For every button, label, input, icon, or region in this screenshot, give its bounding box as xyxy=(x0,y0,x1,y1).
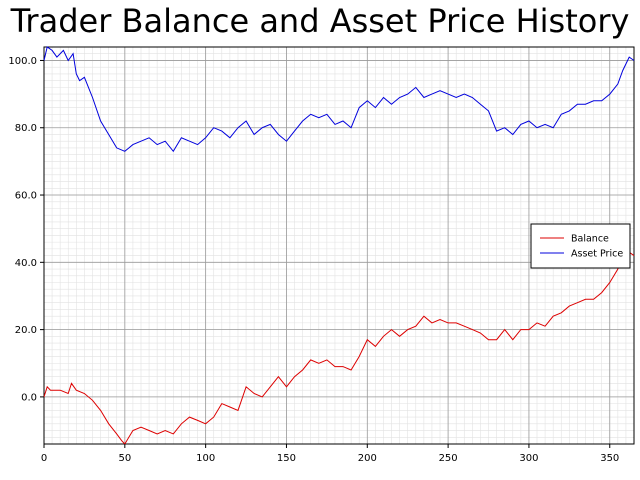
series-line-asset-price xyxy=(43,46,635,153)
chart-title: Trader Balance and Asset Price History xyxy=(10,2,630,40)
y-tick-label: 80.0 xyxy=(15,123,37,134)
y-tick-label: 20.0 xyxy=(15,325,37,336)
y-tick-label: 60.0 xyxy=(15,191,37,202)
x-tick-label: 150 xyxy=(277,453,296,464)
x-tick-label: 350 xyxy=(600,453,619,464)
x-axis-ticks: 0 50 100 150 200 250 300 350 xyxy=(41,444,619,464)
series-line-balance xyxy=(43,251,635,445)
legend-label: Asset Price xyxy=(571,249,623,260)
x-tick-label: 0 xyxy=(41,453,47,464)
x-tick-label: 200 xyxy=(358,453,377,464)
x-tick-label: 300 xyxy=(519,453,538,464)
series-group xyxy=(43,46,635,445)
y-axis-ticks: 0.0 20.0 40.0 60.0 80.0 100.0 xyxy=(8,56,44,403)
legend-label: Balance xyxy=(571,234,609,245)
x-tick-label: 250 xyxy=(439,453,458,464)
x-tick-label: 100 xyxy=(196,453,215,464)
y-tick-label: 100.0 xyxy=(8,56,37,67)
y-tick-label: 0.0 xyxy=(21,392,37,403)
legend-box xyxy=(530,223,631,269)
plot-frame xyxy=(43,46,635,445)
legend: Balance Asset Price xyxy=(530,223,631,269)
y-tick-label: 40.0 xyxy=(15,258,37,269)
x-tick-label: 50 xyxy=(118,453,131,464)
